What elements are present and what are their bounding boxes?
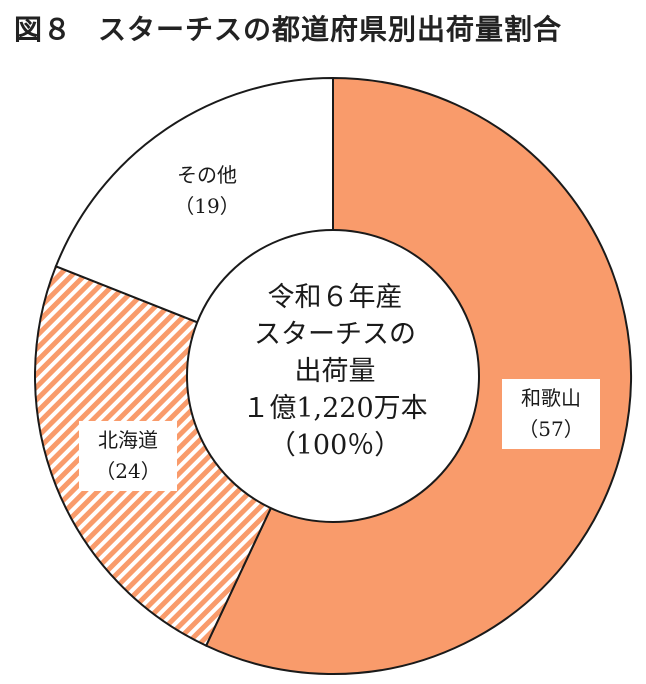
center-line-measure: 出荷量 <box>294 356 376 387</box>
center-line-crop: スターチスの <box>254 319 416 350</box>
center-line-percent: （100％） <box>268 430 402 461</box>
figure-title-text: スターチスの都道府県別出荷量割合 <box>98 13 563 46</box>
figure-number: 図８ <box>14 13 73 46</box>
slice-value-other: （19） <box>174 194 240 218</box>
slice-label-other: その他 （19） <box>158 160 256 222</box>
center-summary: 令和６年産 スターチスの 出荷量 １億1,220万本 （100％） <box>205 279 465 464</box>
chart-title: 図８ スターチスの都道府県別出荷量割合 <box>14 8 562 48</box>
donut-hole <box>186 229 480 523</box>
slice-value-wakayama: （57） <box>518 417 584 441</box>
center-line-total: １億1,220万本 <box>242 393 428 424</box>
slice-name-hokkaido: 北海道 <box>98 428 158 452</box>
center-line-year: 令和６年産 <box>267 282 403 313</box>
slice-name-wakayama: 和歌山 <box>521 386 581 410</box>
slice-name-other: その他 <box>177 163 237 187</box>
slice-label-wakayama: 和歌山 （57） <box>502 379 600 449</box>
slice-value-hokkaido: （24） <box>95 459 161 483</box>
slice-label-hokkaido: 北海道 （24） <box>79 421 177 491</box>
